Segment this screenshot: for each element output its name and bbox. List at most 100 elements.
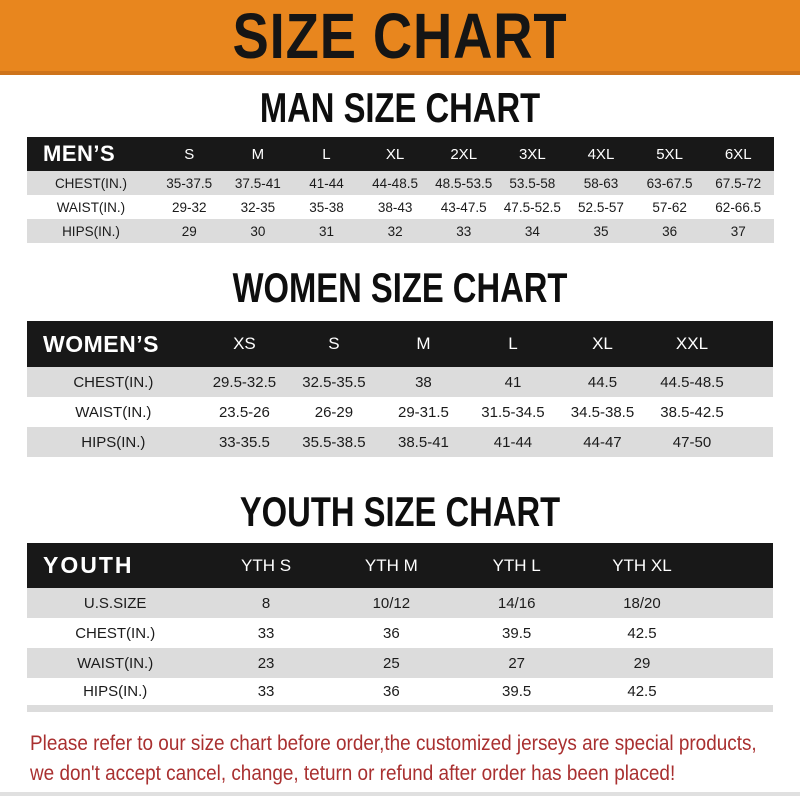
- column-header: XL: [557, 321, 648, 367]
- size-cell: 53.5-58: [509, 175, 556, 191]
- column-header: YTH XL: [579, 543, 705, 588]
- size-cell: 14/16: [497, 594, 536, 612]
- size-table: MEN’S S M L XL 2XL 3XL 4XL 5XL 6XL CHEST(IN.) 35-3…: [27, 137, 773, 243]
- cell-filler: [705, 648, 773, 678]
- size-cell: 29: [181, 223, 197, 239]
- size-cell: 41-44: [309, 175, 344, 191]
- size-cell: 29-32: [171, 199, 207, 215]
- size-cell: 44-48.5: [372, 175, 418, 191]
- bottom-divider: [0, 791, 800, 796]
- row-label: U.S.SIZE: [83, 594, 147, 612]
- size-cell: 31.5-34.5: [481, 403, 545, 421]
- column-header: M: [223, 137, 293, 171]
- table-title-cell: YOUTH: [27, 543, 204, 588]
- size-cell: 42.5: [627, 682, 657, 700]
- notice-line-2: we don't accept cancel, change, teturn o…: [30, 760, 676, 785]
- row-label: HIPS(IN.): [62, 223, 120, 239]
- row-label: HIPS(IN.): [81, 433, 146, 451]
- size-cell: 23: [257, 654, 275, 672]
- size-cell: 38-43: [377, 199, 413, 215]
- table-header-row: MEN’S S M L XL 2XL 3XL 4XL 5XL 6XL: [27, 137, 773, 171]
- size-cell: 37: [730, 223, 746, 239]
- order-notice: Please refer to our size chart before or…: [30, 728, 800, 788]
- column-header: 3XL: [498, 137, 567, 171]
- size-cell: 58-63: [583, 175, 619, 191]
- cell-filler: [705, 588, 773, 618]
- table-row: WAIST(IN.) 23.5-26 26-29 29-31.5 31.5-34.5 34…: [27, 397, 773, 427]
- size-cell: 52.5-57: [578, 199, 624, 215]
- table-row: HIPS(IN.) 29 30 31 32 33 34 35 36 37: [27, 219, 773, 243]
- table-row: CHEST(IN.) 35-37.5 37.5-41 41-44 44-48.5 48.5…: [27, 171, 773, 195]
- column-header: L: [292, 137, 361, 171]
- size-cell: 36: [662, 223, 678, 239]
- size-cell: 41: [504, 373, 522, 391]
- size-cell: 48.5-53.5: [435, 175, 493, 191]
- column-header: M: [378, 321, 469, 367]
- size-cell: 32.5-35.5: [302, 373, 366, 391]
- size-cell: 62-66.5: [715, 199, 762, 215]
- size-cell: 39.5: [502, 682, 532, 700]
- size-cell: 38.5-41: [398, 433, 449, 451]
- row-label: CHEST(IN.): [54, 175, 127, 191]
- row-label: HIPS(IN.): [83, 682, 148, 700]
- women-size-section: WOMEN SIZE CHART WOMEN’S XS S M L XL XXL CHEST…: [0, 264, 800, 457]
- size-cell: 32-35: [240, 199, 276, 215]
- youth-size-section: YOUTH SIZE CHART YOUTH YTH S YTH M YTH L YTH…: [0, 491, 800, 712]
- column-header: XXL: [647, 321, 737, 367]
- size-cell: 27: [508, 654, 525, 672]
- table-row: CHEST(IN.) 33 36 39.5 42.5: [27, 618, 773, 648]
- size-cell: 44.5: [587, 373, 618, 391]
- size-cell: 26-29: [314, 403, 354, 421]
- women-section-heading: WOMEN SIZE CHART: [232, 264, 568, 311]
- column-header: 2XL: [429, 137, 499, 171]
- cell-filler: [737, 367, 773, 397]
- womens-size-table: WOMEN’S XS S M L XL XXL CHEST(IN.) 29.5-32.5 32.…: [27, 321, 773, 457]
- table-row: HIPS(IN.) 33-35.5 35.5-38.5 38.5-41 41-44 44-…: [27, 427, 773, 457]
- cell-filler: [705, 618, 773, 648]
- header-filler: [736, 321, 773, 367]
- table-header-row: YOUTH YTH S YTH M YTH L YTH XL: [27, 543, 773, 588]
- size-cell: 36: [383, 624, 400, 642]
- column-header: YTH L: [454, 543, 580, 588]
- size-cell: 38: [415, 373, 432, 391]
- row-label: CHEST(IN.): [73, 373, 154, 391]
- size-cell: 10/12: [372, 594, 411, 612]
- size-cell: 47.5-52.5: [503, 199, 561, 215]
- table-title-cell: MEN’S: [27, 137, 155, 171]
- size-cell: 23.5-26: [218, 403, 270, 421]
- size-cell: 37.5-41: [234, 175, 281, 191]
- table-row: WAIST(IN.) 23 25 27 29: [27, 648, 773, 678]
- column-header: XS: [199, 321, 290, 367]
- size-cell: 34.5-38.5: [570, 403, 635, 421]
- size-cell: 25: [383, 654, 400, 672]
- size-cell: 29: [633, 654, 651, 672]
- column-header: XL: [360, 137, 430, 171]
- column-header: 4XL: [566, 137, 636, 171]
- size-cell: 33: [257, 624, 275, 642]
- size-table: YOUTH YTH S YTH M YTH L YTH XL U.S.SIZE 8 10/1…: [27, 543, 773, 712]
- table-header-row: WOMEN’S XS S M L XL XXL: [27, 321, 773, 367]
- size-cell: 67.5-72: [715, 175, 762, 191]
- table-title-cell: WOMEN’S: [27, 321, 200, 367]
- column-header: 6XL: [703, 137, 773, 171]
- column-header: YTH S: [203, 543, 329, 588]
- header-filler: [704, 543, 773, 588]
- size-cell: 35: [593, 223, 609, 239]
- man-size-section: MAN SIZE CHART MEN’S S M L XL 2XL 3XL 4XL 5XL 6XL…: [0, 87, 800, 243]
- size-cell: 33-35.5: [218, 433, 270, 451]
- size-cell: 44-47: [583, 433, 622, 451]
- cell-filler: [737, 427, 773, 457]
- size-cell: 36: [383, 682, 400, 700]
- page-title: SIZE CHART: [232, 0, 568, 72]
- notice-line-1: Please refer to our size chart before or…: [30, 730, 757, 755]
- size-cell: 32: [387, 223, 403, 239]
- banner: SIZE CHART: [0, 0, 800, 75]
- size-cell: 57-62: [652, 199, 687, 215]
- cell-filler: [737, 397, 773, 427]
- size-cell: 39.5: [502, 624, 532, 642]
- size-cell: 34: [524, 223, 540, 239]
- size-cell: 8: [261, 594, 271, 612]
- size-cell: 31: [318, 223, 334, 239]
- size-cell: 18/20: [623, 594, 661, 612]
